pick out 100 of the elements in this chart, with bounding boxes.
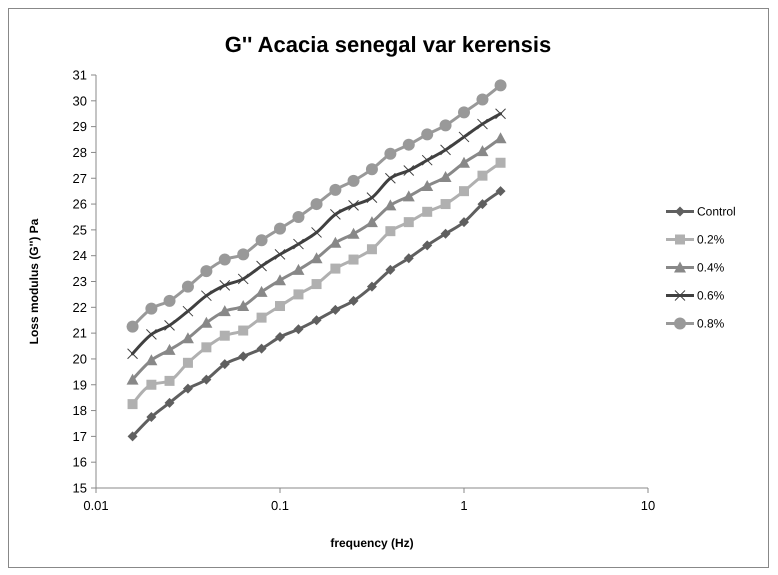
point (293, 289, 304, 300)
point (274, 274, 286, 286)
point (366, 282, 377, 292)
point (422, 154, 433, 166)
point (274, 222, 286, 235)
y-tick-label: 27 (72, 170, 87, 186)
point (384, 148, 396, 160)
point (421, 128, 434, 140)
point (256, 260, 268, 272)
point (146, 328, 157, 340)
point (182, 384, 193, 394)
point (385, 264, 396, 275)
point (220, 359, 230, 370)
point (330, 264, 340, 274)
y-tick-label: 29 (72, 119, 87, 134)
point (126, 374, 139, 385)
point (348, 200, 360, 211)
point (201, 374, 212, 385)
point (237, 248, 250, 260)
point (292, 210, 304, 223)
point (404, 217, 414, 228)
point (128, 431, 138, 442)
point (440, 199, 451, 210)
point (458, 156, 470, 168)
y-tick-label: 17 (72, 428, 87, 444)
point (458, 106, 470, 118)
point (182, 280, 194, 293)
point (440, 170, 452, 182)
y-tick-label: 18 (72, 403, 87, 418)
point (348, 174, 360, 187)
point (182, 306, 194, 317)
point (366, 163, 378, 176)
point (458, 131, 470, 142)
point (476, 118, 488, 130)
y-tick-label: 23 (72, 274, 87, 290)
point (182, 332, 194, 344)
y-tick-label: 21 (72, 326, 87, 341)
point (366, 244, 377, 254)
point (476, 94, 488, 106)
point (477, 199, 488, 210)
point (404, 253, 414, 264)
point (200, 265, 212, 278)
point (330, 208, 341, 220)
legend-label: 0.4% (697, 260, 725, 275)
y-tick-label: 22 (72, 300, 87, 315)
point (421, 180, 434, 191)
x-axis-title: frequency (Hz) (330, 536, 414, 550)
point (164, 398, 175, 408)
point (146, 412, 156, 422)
point (402, 190, 415, 202)
y-tick-label: 20 (72, 351, 87, 366)
point (164, 376, 175, 386)
point (145, 302, 158, 315)
point (238, 273, 249, 284)
point (256, 312, 267, 323)
point (256, 344, 267, 354)
point (366, 192, 378, 204)
point (164, 294, 176, 307)
point (274, 248, 286, 260)
point (218, 254, 231, 266)
point (477, 170, 488, 181)
chart-title: G'' Acacia senegal var kerensis (224, 32, 552, 57)
legend-label: 0.6% (697, 288, 725, 303)
point (422, 240, 432, 250)
y-tick-label: 25 (72, 222, 87, 238)
point (385, 226, 396, 236)
x-tick-label: 1 (460, 498, 468, 513)
point (127, 348, 138, 360)
point (238, 351, 248, 362)
legend-label: 0.8% (697, 316, 725, 331)
y-tick-label: 19 (72, 377, 87, 392)
x-tick-label: 0.1 (270, 498, 290, 513)
x-tick-label: 10 (640, 498, 656, 513)
point (201, 342, 212, 352)
point (200, 290, 212, 302)
point (366, 216, 378, 228)
point (440, 119, 452, 132)
point (164, 320, 176, 331)
y-tick-label: 30 (72, 93, 87, 108)
y-tick-label: 28 (72, 144, 87, 160)
point (312, 315, 322, 326)
y-tick-label: 26 (72, 196, 87, 212)
point (312, 279, 322, 290)
point (292, 264, 304, 275)
point (476, 145, 488, 156)
point (495, 108, 506, 120)
point (256, 234, 268, 246)
point (218, 305, 231, 316)
point (348, 228, 360, 239)
point (182, 358, 193, 368)
point (496, 186, 506, 196)
point (422, 206, 432, 217)
point (440, 144, 452, 156)
point (164, 344, 176, 355)
point (403, 165, 414, 176)
point (494, 132, 507, 144)
point (348, 296, 359, 306)
point (496, 158, 506, 168)
point (237, 300, 250, 312)
point (219, 280, 230, 291)
